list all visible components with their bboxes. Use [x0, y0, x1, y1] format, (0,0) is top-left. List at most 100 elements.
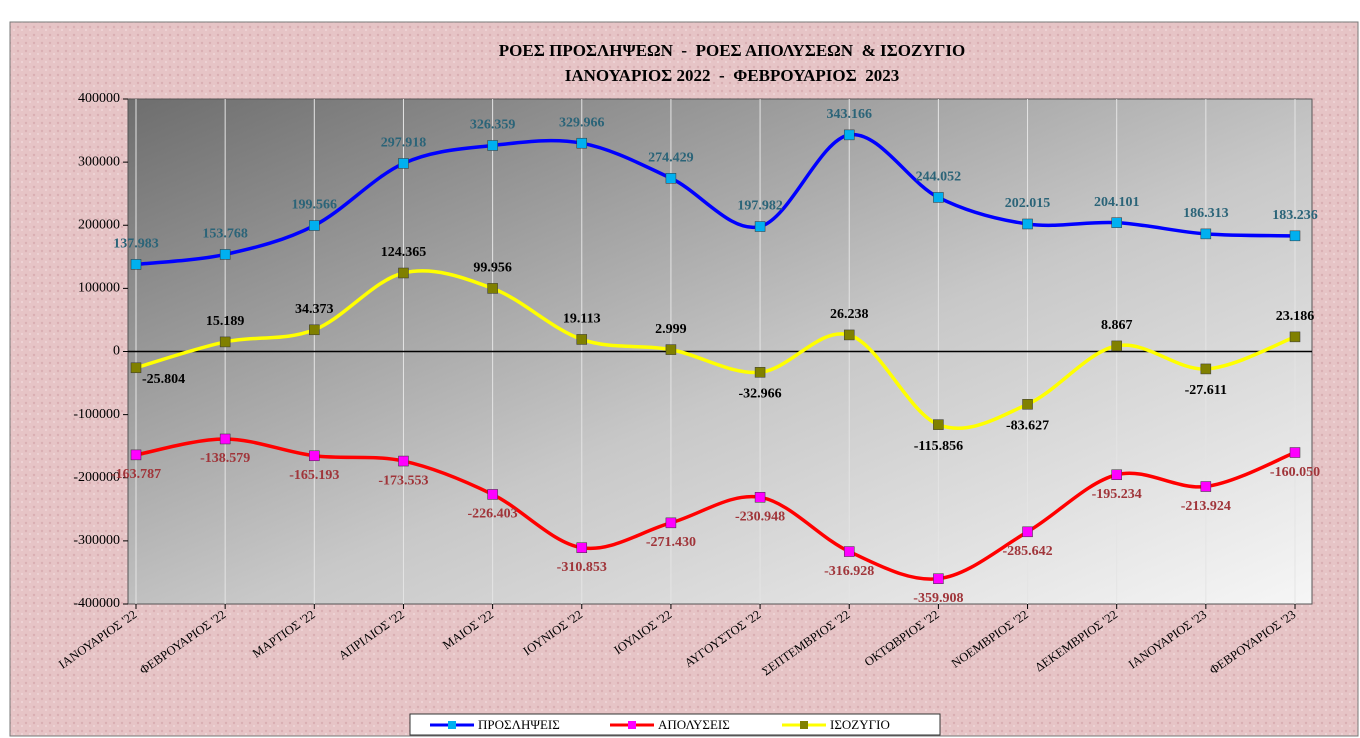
data-label: -310.853	[557, 560, 607, 575]
y-tick-label: -100000	[73, 407, 120, 422]
marker	[843, 546, 855, 557]
series-line	[135, 437, 1296, 581]
marker	[665, 173, 677, 184]
marker	[1022, 218, 1033, 230]
data-label: -165.193	[289, 468, 339, 483]
data-label: 23.186	[1276, 309, 1315, 324]
marker	[576, 334, 588, 345]
marker	[1289, 331, 1301, 343]
series-lines	[135, 133, 1296, 581]
marker	[843, 329, 855, 341]
grid	[123, 98, 1312, 609]
data-label: 326.359	[470, 118, 516, 133]
legend	[409, 713, 941, 736]
marker	[130, 449, 142, 461]
data-label: 244.052	[916, 170, 962, 185]
marker	[130, 362, 142, 374]
data-label: 202.015	[1005, 196, 1051, 211]
legend-marker	[448, 721, 456, 729]
marker	[309, 324, 320, 336]
marker	[130, 259, 142, 270]
data-label: -25.804	[142, 372, 185, 387]
legend-label: ΠΡΟΣΛΗΨΕΙΣ	[478, 717, 560, 732]
marker	[1200, 363, 1212, 375]
y-tick-label: 200000	[78, 217, 120, 232]
data-label: -173.553	[378, 473, 428, 488]
legend-marker	[628, 721, 636, 729]
marker	[1111, 340, 1122, 352]
marker	[665, 517, 677, 529]
marker	[487, 140, 498, 151]
legend-label: ΑΠΟΛΥΣΕΙΣ	[658, 717, 730, 732]
y-tick-label: -300000	[73, 533, 120, 548]
y-tick-label: 100000	[78, 281, 120, 296]
series-line	[135, 269, 1296, 430]
marker	[843, 129, 855, 141]
data-label: 2.999	[655, 322, 687, 337]
marker	[754, 367, 766, 378]
data-label: 153.768	[202, 227, 248, 242]
data-label: -230.948	[735, 510, 785, 525]
data-label: 8.867	[1101, 318, 1133, 333]
marker	[1111, 469, 1122, 480]
marker	[933, 419, 944, 430]
data-label: -83.627	[1006, 419, 1049, 434]
chart-title: ΡΟΕΣ ΠΡΟΣΛΗΨΕΩΝ - ΡΟΕΣ ΑΠΟΛΥΣΕΩΝ & ΙΣΟΖΥ…	[499, 41, 965, 60]
data-label: -271.430	[646, 535, 696, 550]
data-label: 199.566	[292, 198, 338, 213]
marker	[576, 542, 588, 553]
y-tick-label: -400000	[73, 596, 120, 611]
data-label: -285.642	[1002, 544, 1052, 559]
y-tick-label: 300000	[78, 154, 120, 169]
data-label: 204.101	[1094, 195, 1140, 210]
data-label: -32.966	[738, 387, 781, 402]
data-label: 137.983	[113, 237, 159, 252]
marker	[933, 573, 944, 584]
series-line	[135, 133, 1296, 267]
data-label: 26.238	[830, 307, 869, 322]
data-label: -213.924	[1181, 499, 1231, 514]
legend-marker	[800, 721, 808, 729]
marker	[933, 192, 944, 203]
marker	[1022, 399, 1033, 410]
chart-subtitle: ΙΑΝΟΥΑΡΙΟΣ 2022 - ΦΕΒΡΟΥΑΡΙΟΣ 2023	[565, 66, 900, 85]
marker	[1289, 447, 1301, 458]
data-label: 343.166	[826, 107, 872, 122]
marker	[487, 283, 498, 294]
data-label: -195.234	[1092, 487, 1142, 502]
data-label: 329.966	[559, 115, 605, 130]
data-label: 183.236	[1272, 208, 1318, 223]
data-label: -138.579	[200, 451, 250, 466]
data-label: -316.928	[824, 564, 874, 579]
data-label: 186.313	[1183, 206, 1229, 221]
marker	[1200, 481, 1212, 492]
marker	[398, 158, 409, 169]
marker	[1289, 230, 1301, 242]
y-tick-label: 0	[113, 344, 120, 359]
data-label: -226.403	[468, 507, 518, 522]
data-label: 34.373	[295, 302, 334, 317]
y-tick-label: 400000	[78, 91, 120, 106]
data-label: 197.982	[737, 199, 783, 214]
marker	[219, 433, 231, 445]
data-label: 19.113	[563, 312, 601, 327]
data-label: -27.611	[1185, 383, 1227, 398]
data-label: -359.908	[913, 591, 963, 606]
marker	[219, 336, 231, 348]
marker	[754, 492, 766, 503]
y-tick-label: -200000	[73, 470, 120, 485]
marker	[576, 137, 588, 149]
data-label: 99.956	[473, 261, 512, 276]
data-label: 15.189	[206, 314, 245, 329]
marker	[398, 455, 409, 467]
data-label: 297.918	[381, 136, 427, 151]
data-label: 124.365	[381, 245, 427, 260]
marker	[309, 220, 320, 231]
data-label: -163.787	[111, 467, 161, 482]
data-label: -160.050	[1270, 465, 1320, 480]
marker	[219, 249, 231, 260]
data-label: -115.856	[914, 439, 963, 454]
marker	[309, 450, 320, 462]
